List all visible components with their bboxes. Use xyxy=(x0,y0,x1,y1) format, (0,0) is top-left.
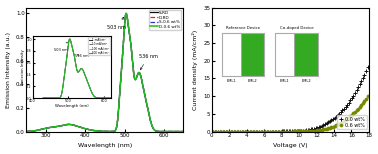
D-0.6 wt% xyxy=(96,130,101,132)
Line: 0.0 wt%: 0.0 wt% xyxy=(210,65,370,134)
Text: 536 nm: 536 nm xyxy=(139,54,158,70)
0.6 wt% xyxy=(353,111,357,113)
Y-axis label: Emission Intensity (a.u.): Emission Intensity (a.u.) xyxy=(6,32,11,107)
S-RD xyxy=(101,130,105,132)
S-0.6 wt% xyxy=(96,130,101,132)
0.6 wt% xyxy=(246,131,250,132)
D-0.6 wt% xyxy=(181,131,186,132)
S-0.6 wt% xyxy=(181,131,186,132)
S-0.6 wt% xyxy=(177,131,181,132)
0.0 wt% xyxy=(302,130,307,132)
0.6 wt% xyxy=(302,130,307,132)
0.0 wt% xyxy=(246,131,250,132)
D-0.6 wt% xyxy=(101,130,105,132)
0.6 wt% xyxy=(358,106,362,108)
S-0.6 wt% xyxy=(101,130,105,132)
S-RD xyxy=(96,130,101,132)
0.0 wt% xyxy=(358,83,362,85)
D-RD xyxy=(177,131,181,132)
Legend: S-RD, D-RD, S-0.6 wt%, D-0.6 wt%: S-RD, D-RD, S-0.6 wt%, D-0.6 wt% xyxy=(149,10,181,30)
D-RD xyxy=(24,130,28,132)
0.6 wt% xyxy=(290,131,294,132)
D-0.6 wt% xyxy=(148,118,152,120)
0.6 wt% xyxy=(209,131,214,132)
D-RD xyxy=(32,130,37,132)
0.6 wt% xyxy=(365,95,370,97)
D-RD xyxy=(181,131,186,132)
S-0.6 wt% xyxy=(148,118,152,120)
S-0.6 wt% xyxy=(124,12,129,14)
D-0.6 wt% xyxy=(177,131,181,132)
0.0 wt% xyxy=(353,92,357,94)
X-axis label: Voltage (V): Voltage (V) xyxy=(273,143,308,148)
0.0 wt% xyxy=(209,131,214,132)
S-RD xyxy=(124,12,129,14)
D-RD xyxy=(177,131,181,132)
D-RD xyxy=(96,130,101,132)
Text: 503 nm: 503 nm xyxy=(107,17,126,30)
Line: S-RD: S-RD xyxy=(26,13,183,132)
S-RD xyxy=(32,130,37,132)
S-RD xyxy=(148,118,152,120)
Line: 0.6 wt%: 0.6 wt% xyxy=(210,95,369,133)
D-0.6 wt% xyxy=(32,130,37,132)
0.6 wt% xyxy=(239,131,244,132)
D-0.6 wt% xyxy=(124,12,129,14)
Line: D-RD: D-RD xyxy=(26,13,183,132)
S-0.6 wt% xyxy=(177,131,181,132)
Line: S-0.6 wt%: S-0.6 wt% xyxy=(26,13,183,132)
S-RD xyxy=(24,130,28,132)
0.0 wt% xyxy=(239,131,244,132)
D-0.6 wt% xyxy=(177,131,181,132)
0.0 wt% xyxy=(290,130,294,132)
S-RD xyxy=(177,131,181,132)
Line: D-0.6 wt%: D-0.6 wt% xyxy=(26,13,183,132)
S-RD xyxy=(177,131,181,132)
D-RD xyxy=(101,130,105,132)
S-0.6 wt% xyxy=(32,130,37,132)
D-RD xyxy=(148,118,152,120)
Y-axis label: Current density (mA/cm²): Current density (mA/cm²) xyxy=(192,29,198,110)
D-0.6 wt% xyxy=(24,130,28,132)
0.0 wt% xyxy=(365,67,370,68)
S-RD xyxy=(181,131,186,132)
S-0.6 wt% xyxy=(24,130,28,132)
X-axis label: Wavelength (nm): Wavelength (nm) xyxy=(78,143,132,148)
D-RD xyxy=(124,12,129,14)
Legend: 0.0 wt%, 0.6 wt%: 0.0 wt%, 0.6 wt% xyxy=(338,115,367,129)
